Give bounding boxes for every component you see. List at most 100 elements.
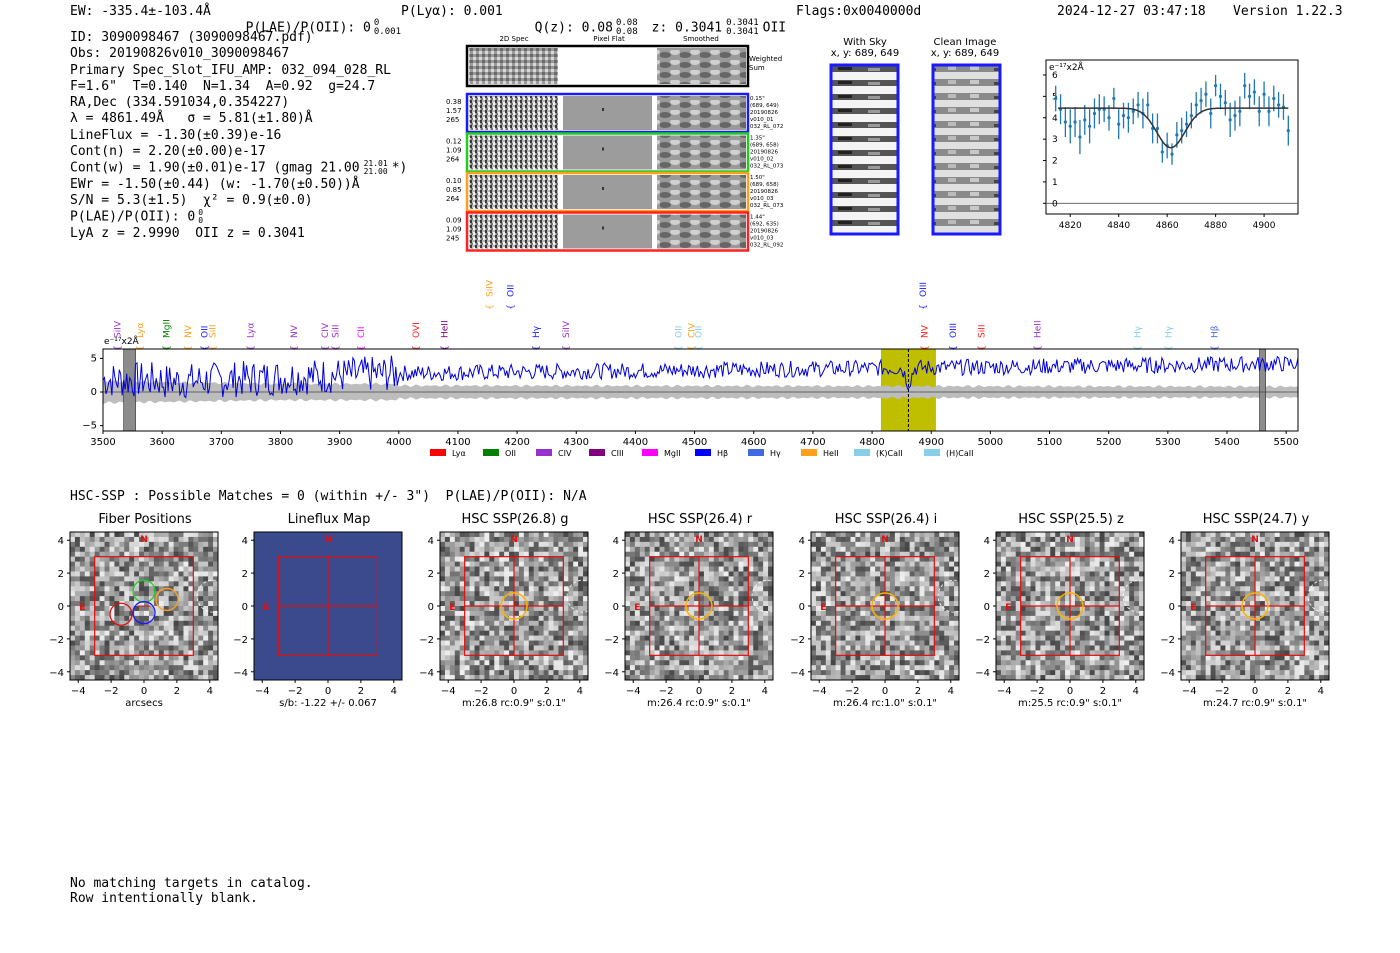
- pixel: [924, 630, 930, 636]
- pixel: [684, 541, 690, 548]
- pixel: [1010, 640, 1017, 646]
- pixel: [894, 541, 901, 548]
- pixel: [929, 566, 935, 572]
- pixel: [699, 586, 705, 592]
- pixel: [474, 630, 480, 636]
- pixel: [944, 561, 950, 567]
- pixel: [1099, 610, 1105, 617]
- pixel: [889, 532, 896, 538]
- gaussian-fit: [1058, 107, 1289, 149]
- col-smoothed: Smoothed: [683, 35, 719, 43]
- pixel: [543, 675, 549, 681]
- pixel: [924, 665, 930, 671]
- hsc-panel-title: HSC SSP(25.5) z: [1018, 512, 1124, 527]
- line-label: CIV: [688, 322, 698, 338]
- pixel: [1035, 665, 1041, 671]
- pixel: [1000, 625, 1007, 631]
- pixel: [208, 586, 214, 592]
- pixel: [188, 601, 194, 607]
- pixel: [634, 601, 641, 607]
- pixel: [830, 645, 836, 651]
- pixel: [533, 635, 539, 641]
- pixel: [659, 601, 665, 607]
- legend-swatch: [748, 449, 764, 456]
- pixel: [1074, 665, 1081, 671]
- pixel: [1114, 655, 1120, 661]
- pixel: [479, 620, 485, 627]
- pixel: [1045, 556, 1051, 562]
- pixel: [733, 536, 739, 543]
- pixel: [758, 556, 764, 562]
- pixel: [148, 675, 155, 681]
- pixel: [694, 576, 700, 582]
- pixel: [1124, 675, 1130, 681]
- line-label: NV: [921, 324, 931, 338]
- pixel: [1124, 655, 1130, 661]
- pixel: [538, 630, 544, 636]
- data-point: [1189, 114, 1193, 118]
- pixel: [193, 561, 199, 567]
- pixel: [835, 571, 841, 577]
- pixel: [533, 610, 539, 617]
- pixel: [474, 581, 480, 587]
- pixel: [104, 635, 110, 641]
- pixel: [514, 645, 520, 651]
- pixel: [504, 615, 510, 622]
- pixel: [563, 546, 569, 553]
- pixel: [723, 596, 729, 602]
- pixel: [188, 591, 194, 597]
- pixel: [494, 556, 500, 562]
- pixel: [153, 591, 160, 597]
- pixel: [875, 551, 881, 557]
- pixel: [738, 556, 744, 562]
- pixel: [84, 675, 91, 681]
- pixel: [114, 645, 120, 651]
- pixel: [99, 620, 105, 627]
- pixel: [768, 556, 774, 562]
- fiber-smoothed: [657, 96, 746, 130]
- pixel: [509, 610, 515, 617]
- pixel: [139, 551, 145, 557]
- pixel: [855, 536, 861, 543]
- clean-image-title: Clean Image x, y: 689, 649: [926, 37, 1004, 59]
- pixel: [1104, 630, 1110, 636]
- pixel: [654, 532, 660, 538]
- pixel: [855, 670, 861, 676]
- pixel: [494, 655, 500, 661]
- pixel: [134, 615, 140, 622]
- pixel: [558, 596, 564, 602]
- pixel: [703, 625, 710, 631]
- pixel: [119, 670, 125, 676]
- pixel: [528, 670, 535, 676]
- pixel: [469, 645, 475, 651]
- fiber-weight: 0.10: [446, 177, 462, 185]
- pixel: [119, 625, 125, 631]
- pixel: [654, 665, 660, 671]
- pixel: [1055, 655, 1061, 661]
- pixel: [1000, 581, 1007, 587]
- pixel: [454, 586, 461, 592]
- pixel: [634, 576, 641, 582]
- pixel: [811, 645, 817, 651]
- pixel: [203, 556, 209, 562]
- pixel: [504, 532, 510, 538]
- pixel: [553, 551, 559, 557]
- pixel: [924, 561, 930, 567]
- pixel: [70, 610, 76, 617]
- pixel: [1005, 532, 1012, 538]
- pixel: [954, 536, 960, 543]
- pixel: [583, 610, 589, 617]
- pixel: [474, 532, 480, 538]
- pixel: [168, 546, 174, 553]
- pixel: [553, 556, 559, 562]
- pixel: [919, 556, 925, 562]
- pixel: [89, 675, 95, 681]
- pixel: [1070, 576, 1076, 582]
- pixel: [178, 655, 184, 661]
- pixel: [1045, 660, 1051, 666]
- pixel: [1104, 536, 1110, 543]
- pixel: [758, 670, 764, 676]
- pixel: [208, 630, 214, 636]
- pixel: [1099, 551, 1105, 557]
- pixel: [109, 675, 115, 681]
